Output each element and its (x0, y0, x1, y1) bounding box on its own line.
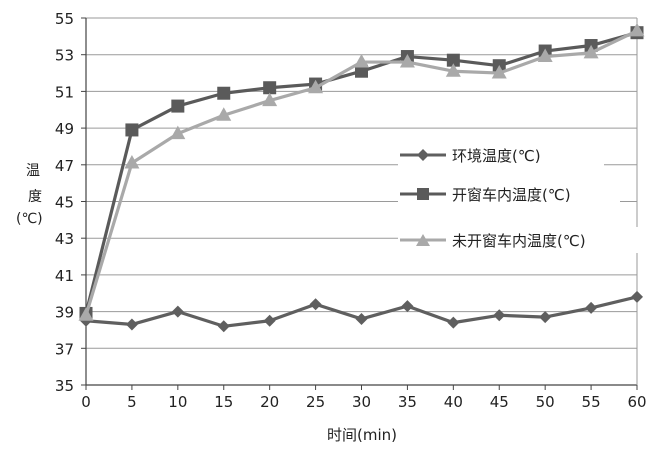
x-tick-labels: 0 5 10 15 20 25 30 35 40 45 50 55 60 (81, 393, 646, 411)
data-point-diamond (355, 312, 368, 325)
x-axis-label: 时间(min) (327, 426, 397, 444)
triangle-marker-icon (400, 234, 446, 246)
square-marker-icon (400, 188, 446, 200)
x-tick-label: 25 (306, 393, 325, 411)
data-point-triangle (262, 92, 278, 107)
x-tick-label: 5 (127, 393, 137, 411)
y-tick-label: 43 (55, 230, 74, 248)
diamond-marker-icon (400, 149, 446, 161)
x-tick-label: 60 (627, 393, 646, 411)
legend-label: 未开窗车内温度(℃) (452, 231, 586, 250)
data-point-square (125, 123, 139, 137)
x-tick-label: 0 (81, 393, 91, 411)
data-point-diamond (171, 305, 184, 318)
axes (85, 18, 638, 390)
data-point-triangle (78, 307, 94, 321)
y-tick-label: 51 (55, 83, 74, 101)
series-diamond (80, 290, 643, 333)
y-tick-label: 41 (55, 267, 74, 285)
legend-label: 开窗车内温度(℃) (452, 185, 571, 204)
data-point-square (217, 86, 231, 100)
x-tick-label: 40 (444, 393, 463, 411)
data-point-diamond (631, 290, 643, 303)
data-point-triangle (445, 63, 461, 77)
y-tick-label: 45 (55, 194, 74, 212)
data-point-diamond (217, 320, 230, 333)
y-tick-label: 53 (55, 47, 74, 65)
x-tick-label: 35 (398, 393, 417, 411)
data-point-triangle (216, 107, 232, 121)
x-tick-label: 20 (260, 393, 279, 411)
data-point-diamond (539, 311, 552, 324)
x-tick-label: 30 (352, 393, 371, 411)
data-point-triangle (124, 154, 140, 169)
data-point-triangle (583, 44, 599, 59)
y-tick-label: 39 (55, 304, 74, 322)
data-point-triangle (354, 54, 369, 68)
data-point-square (355, 64, 368, 78)
y-tick-label: 49 (55, 120, 74, 138)
data-point-triangle (308, 79, 324, 94)
legend-label: 环境温度(℃) (452, 146, 541, 165)
data-point-diamond (585, 301, 598, 314)
series-triangle (78, 22, 645, 321)
y-axis-label-line: 度 (28, 189, 42, 205)
series-group (78, 22, 645, 333)
legend-item-window-open: 开窗车内温度(℃) (398, 181, 620, 207)
x-tick-label: 15 (214, 393, 233, 411)
y-axis-label-line: 温 (26, 163, 40, 179)
data-point-triangle (629, 22, 645, 37)
data-point-diamond (493, 309, 506, 322)
data-point-diamond (401, 300, 414, 313)
x-tick-label: 50 (536, 393, 555, 411)
data-point-triangle (399, 54, 415, 68)
y-tick-label: 35 (55, 377, 74, 395)
data-point-square (446, 53, 460, 67)
data-point-diamond (447, 316, 460, 329)
data-point-diamond (263, 314, 276, 327)
data-point-triangle (170, 125, 186, 140)
y-tick-label: 37 (55, 340, 74, 358)
x-tick-label: 45 (490, 393, 509, 411)
y-axis-label-unit: (℃) (16, 211, 43, 227)
data-point-triangle (491, 65, 507, 79)
data-point-triangle (537, 48, 553, 63)
y-tick-label: 47 (55, 157, 74, 175)
legend-item-window-closed: 未开窗车内温度(℃) (398, 227, 642, 253)
data-point-square (171, 99, 185, 113)
legend-item-ambient: 环境温度(℃) (398, 142, 604, 168)
data-point-diamond (125, 318, 138, 331)
y-tick-label: 55 (55, 10, 74, 28)
data-point-square (263, 81, 277, 95)
x-tick-label: 55 (582, 393, 601, 411)
x-tick-label: 10 (168, 393, 187, 411)
y-tick-labels: 35 37 39 41 43 45 47 49 51 53 55 (55, 10, 74, 395)
data-point-diamond (309, 298, 322, 311)
